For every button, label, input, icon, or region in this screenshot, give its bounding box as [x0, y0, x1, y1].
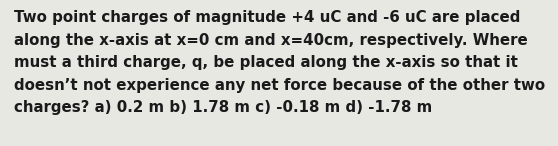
Text: Two point charges of magnitude +4 uC and -6 uC are placed
along the x-axis at x=: Two point charges of magnitude +4 uC and…: [14, 10, 545, 115]
